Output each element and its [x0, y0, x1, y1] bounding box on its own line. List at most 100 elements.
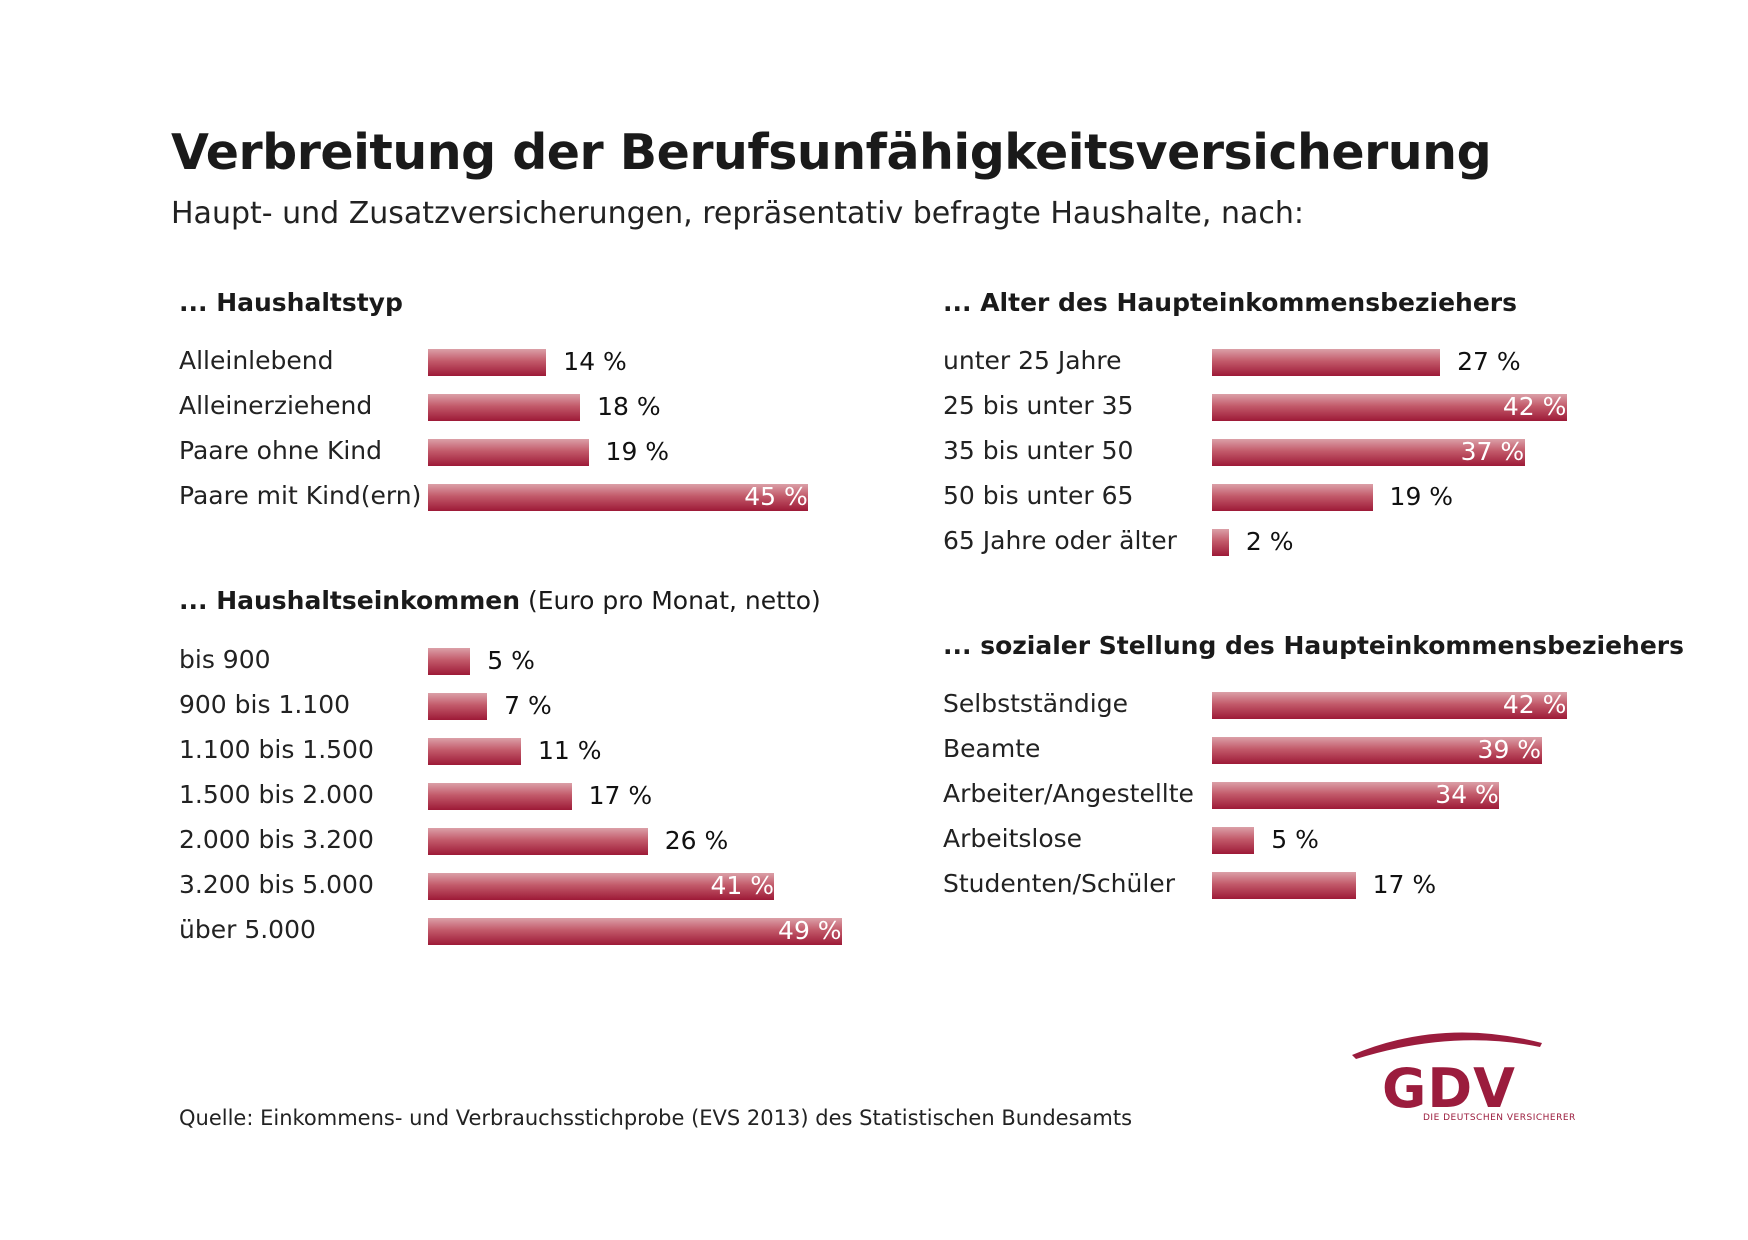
value-label: 45 % — [744, 482, 808, 511]
category-label: 900 bis 1.100 — [179, 690, 351, 719]
source-note: Quelle: Einkommens- und Verbrauchsstichp… — [179, 1106, 1133, 1130]
value-label: 41 % — [710, 871, 774, 900]
panel-haushaltseinkommen: ... Haushaltseinkommen (Euro pro Monat, … — [179, 586, 939, 960]
category-label: Studenten/Schüler — [943, 869, 1175, 898]
category-label: Paare ohne Kind — [179, 436, 383, 465]
bar-row: Arbeitslose 5 % — [943, 824, 1743, 854]
gdv-logo: GDV DIE DEUTSCHEN VERSICHERER — [1352, 1025, 1592, 1135]
category-label: Alleinlebend — [179, 346, 334, 375]
bar-row: 1.500 bis 2.000 17 % — [179, 780, 979, 810]
bar — [428, 394, 581, 421]
bar — [428, 783, 572, 810]
category-label: 2.000 bis 3.200 — [179, 825, 374, 854]
bar-row: unter 25 Jahre 27 % — [943, 346, 1743, 376]
bar — [1212, 349, 1441, 376]
category-label: 3.200 bis 5.000 — [179, 870, 374, 899]
bar-row: Studenten/Schüler 17 % — [943, 869, 1743, 899]
bar — [1212, 737, 1542, 764]
panel-heading: ... Haushaltstyp — [179, 288, 403, 317]
logo-tagline: DIE DEUTSCHEN VERSICHERER — [1423, 1113, 1576, 1123]
panel-heading-title: ... sozialer Stellung des Haupteinkommen… — [943, 631, 1684, 660]
value-label: 34 % — [1435, 780, 1499, 809]
page-subtitle: Haupt- und Zusatzversicherungen, repräse… — [171, 196, 1304, 231]
bar-row: bis 900 5 % — [179, 645, 979, 675]
bar-row: Beamte 39 % — [943, 734, 1743, 764]
category-label: Selbstständige — [943, 689, 1128, 718]
bar-row: 50 bis unter 65 19 % — [943, 481, 1743, 511]
category-label: Arbeiter/Angestellte — [943, 779, 1194, 808]
category-label: Beamte — [943, 734, 1041, 763]
bar-row: 65 Jahre oder älter 2 % — [943, 526, 1743, 556]
bar-row: 1.100 bis 1.500 11 % — [179, 735, 979, 765]
bar — [428, 349, 547, 376]
value-label: 49 % — [778, 916, 842, 945]
bar — [428, 828, 648, 855]
bar-row: Alleinerziehend 18 % — [179, 391, 979, 421]
panel-heading-title: ... Haushaltseinkommen — [179, 586, 521, 615]
bar — [428, 439, 589, 466]
bar-row: über 5.000 49 % — [179, 915, 979, 945]
logo-arc-icon — [1352, 1032, 1542, 1059]
bar — [1212, 394, 1567, 421]
bar — [1212, 439, 1525, 466]
value-label: 2 % — [1245, 527, 1294, 556]
panel-alter: ... Alter des Haupteinkommensbeziehers un… — [943, 288, 1703, 571]
value-label: 5 % — [487, 646, 535, 675]
category-label: 25 bis unter 35 — [943, 391, 1134, 420]
bar-row: 900 bis 1.100 7 % — [179, 690, 979, 720]
bar-row: 25 bis unter 35 42 % — [943, 391, 1743, 421]
category-label: Alleinerziehend — [179, 391, 373, 420]
value-label: 14 % — [563, 347, 627, 376]
bar — [428, 693, 488, 720]
panel-soziale-stellung: ... sozialer Stellung des Haupteinkommen… — [943, 631, 1703, 914]
category-label: 35 bis unter 50 — [943, 436, 1134, 465]
value-label: 39 % — [1477, 735, 1542, 764]
bar — [428, 484, 809, 511]
bar — [428, 918, 843, 945]
bar-row: Selbstständige 42 % — [943, 689, 1743, 719]
bar — [1212, 872, 1356, 899]
value-label: 11 % — [537, 736, 602, 765]
category-label: Paare mit Kind(ern) — [179, 481, 422, 510]
bar-row: Arbeiter/Angestellte 34 % — [943, 779, 1743, 809]
bar — [1212, 484, 1373, 511]
value-label: 19 % — [605, 437, 670, 466]
value-label: 37 % — [1460, 437, 1525, 466]
panel-heading: ... Alter des Haupteinkommensbeziehers — [943, 288, 1517, 317]
bar — [1212, 692, 1567, 719]
bar-row: 2.000 bis 3.200 26 % — [179, 825, 979, 855]
bar — [428, 738, 521, 765]
bar-row: Alleinlebend 14 % — [179, 346, 979, 376]
value-label: 17 % — [588, 781, 653, 810]
panel-heading: ... Haushaltseinkommen (Euro pro Monat, … — [179, 586, 821, 615]
value-label: 42 % — [1502, 690, 1567, 719]
bar-row: 35 bis unter 50 37 % — [943, 436, 1743, 466]
category-label: über 5.000 — [179, 915, 316, 944]
category-label: Arbeitslose — [943, 824, 1083, 853]
value-label: 19 % — [1389, 482, 1454, 511]
bar-row: 3.200 bis 5.000 41 % — [179, 870, 979, 900]
bar-row: Paare ohne Kind 19 % — [179, 436, 979, 466]
bar-row: Paare mit Kind(ern) 45 % — [179, 481, 979, 511]
bar — [1212, 827, 1255, 854]
bar — [428, 648, 471, 675]
bar — [1212, 529, 1229, 556]
value-label: 17 % — [1372, 870, 1437, 899]
category-label: 1.100 bis 1.500 — [179, 735, 374, 764]
panel-heading: ... sozialer Stellung des Haupteinkommen… — [943, 631, 1684, 660]
bar — [428, 873, 775, 900]
category-label: 65 Jahre oder älter — [943, 526, 1177, 555]
panel-heading-title: ... Haushaltstyp — [179, 288, 403, 317]
value-label: 26 % — [664, 826, 729, 855]
value-label: 5 % — [1271, 825, 1319, 854]
value-label: 18 % — [597, 392, 661, 421]
bar — [1212, 782, 1500, 809]
logo-text: GDV — [1382, 1057, 1516, 1120]
panel-heading-suffix: (Euro pro Monat, netto) — [520, 586, 821, 615]
panel-heading-title: ... Alter des Haupteinkommensbeziehers — [943, 288, 1517, 317]
panel-haushaltstyp: ... Haushaltstyp Alleinlebend 14 % Alleiner… — [179, 288, 939, 526]
category-label: unter 25 Jahre — [943, 346, 1122, 375]
category-label: bis 900 — [179, 645, 271, 674]
value-label: 42 % — [1502, 392, 1567, 421]
value-label: 27 % — [1457, 347, 1521, 376]
